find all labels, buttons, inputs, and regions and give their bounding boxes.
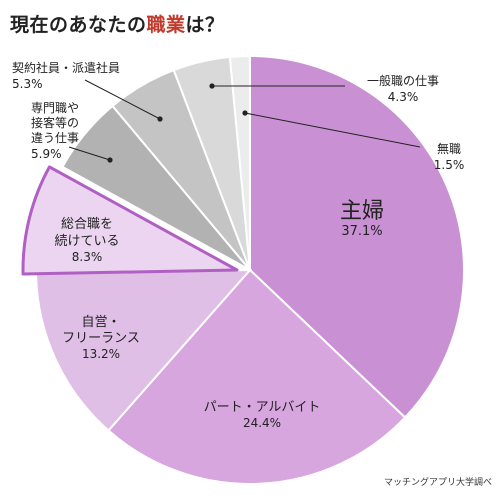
slice-label-1-line-1: 主婦 <box>340 199 384 224</box>
slice-value-4: 8.3% <box>72 250 103 264</box>
title-suffix: は？ <box>185 14 225 36</box>
slice-label-7-line-1: 一般職の仕事 <box>367 73 439 88</box>
slice-value-6: 5.3% <box>12 77 43 91</box>
pie-slice-8 <box>228 54 251 271</box>
slice-label-6-line-1: 契約社員・派遣社員 <box>12 60 120 75</box>
leader-line-6 <box>84 79 161 120</box>
slice-label-4-line-1: 総合職を <box>61 217 113 232</box>
pie-slice-3 <box>35 268 253 432</box>
slice-label-5-line-3: 違う仕事 <box>31 131 79 145</box>
chart-title: 現在のあなたの職業は？ <box>10 10 225 37</box>
slice-value-5: 5.9% <box>31 147 62 161</box>
title-prefix: 現在のあなたの <box>10 14 147 36</box>
slice-label-8-line-1: 無職 <box>437 141 461 156</box>
slice-label-5-line-2: 接客等の <box>31 115 79 130</box>
pie-slice-2 <box>107 268 407 485</box>
slice-value-7: 4.3% <box>388 90 419 104</box>
leader-dot-7 <box>209 83 215 89</box>
highlight-outline <box>21 165 239 276</box>
source-note: マッチングアプリ大学調べ <box>383 478 492 488</box>
slice-value-3: 13.2% <box>82 347 120 361</box>
leader-dot-8 <box>242 110 248 116</box>
slice-label-5-line-1: 専門職や <box>31 101 79 115</box>
slice-value-1: 37.1% <box>341 224 382 239</box>
pie-slice-1 <box>249 54 465 419</box>
title-accent: 職業 <box>146 14 186 36</box>
leader-line-8 <box>244 112 421 148</box>
leader-dot-5 <box>107 157 113 163</box>
slice-value-2: 24.4% <box>243 416 281 430</box>
slice-label-3-line-2: フリーランス <box>62 331 140 346</box>
slice-label-3-line-1: 自営・ <box>81 315 120 330</box>
leader-dot-6 <box>157 116 163 122</box>
slice-value-8: 1.5% <box>434 158 465 172</box>
slice-label-2-line-1: パート・アルバイト <box>204 400 321 415</box>
leader-line-5 <box>68 146 111 161</box>
slice-label-4-line-2: 続けている <box>54 234 119 249</box>
